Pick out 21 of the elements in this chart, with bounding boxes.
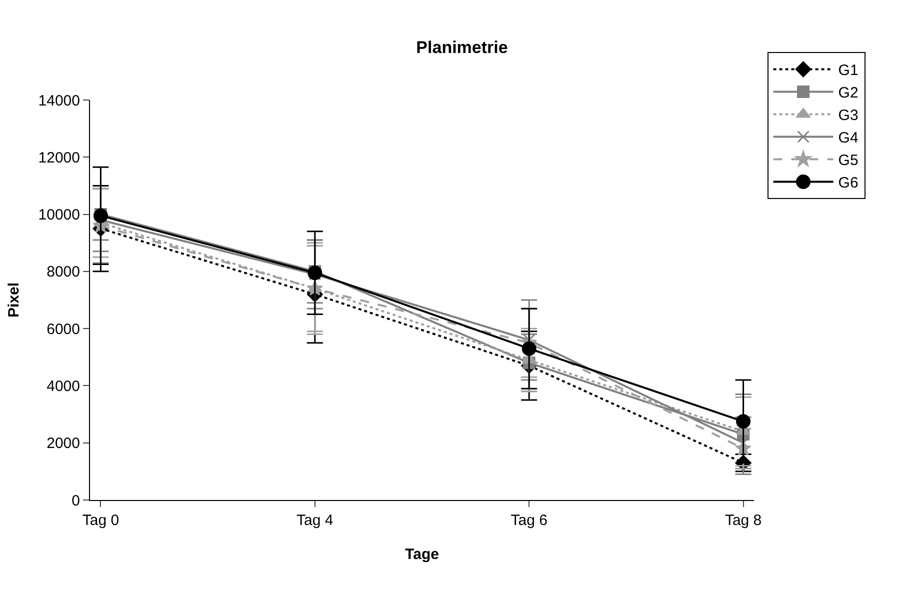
y-axis-title: Pixel: [6, 282, 23, 318]
x-tick-label: Tag 0: [82, 512, 120, 529]
y-tick-label: 10000: [38, 206, 80, 224]
x-tick-label: Tag 4: [296, 512, 334, 529]
y-tick-label: 12000: [38, 149, 80, 166]
y-tick-label: 6000: [46, 320, 80, 338]
y-tick-label: 8000: [46, 264, 80, 281]
y-tick-label: 2000: [46, 435, 80, 452]
legend-label: G1: [838, 62, 858, 80]
chart-title: Planimetrie: [416, 38, 508, 58]
legend-label: G6: [838, 174, 858, 192]
x-tick-label: Tag 6: [510, 512, 548, 529]
y-tick-label: 0: [72, 492, 80, 510]
legend-label: G5: [838, 152, 858, 170]
x-tick-label: Tag 8: [724, 512, 762, 529]
legend-label: G4: [838, 130, 858, 147]
y-tick-label: 4000: [46, 378, 80, 395]
y-tick-label: 14000: [38, 92, 80, 110]
x-axis-title: Tage: [405, 546, 439, 563]
legend-label: G3: [838, 107, 858, 124]
legend-label: G2: [838, 84, 858, 102]
